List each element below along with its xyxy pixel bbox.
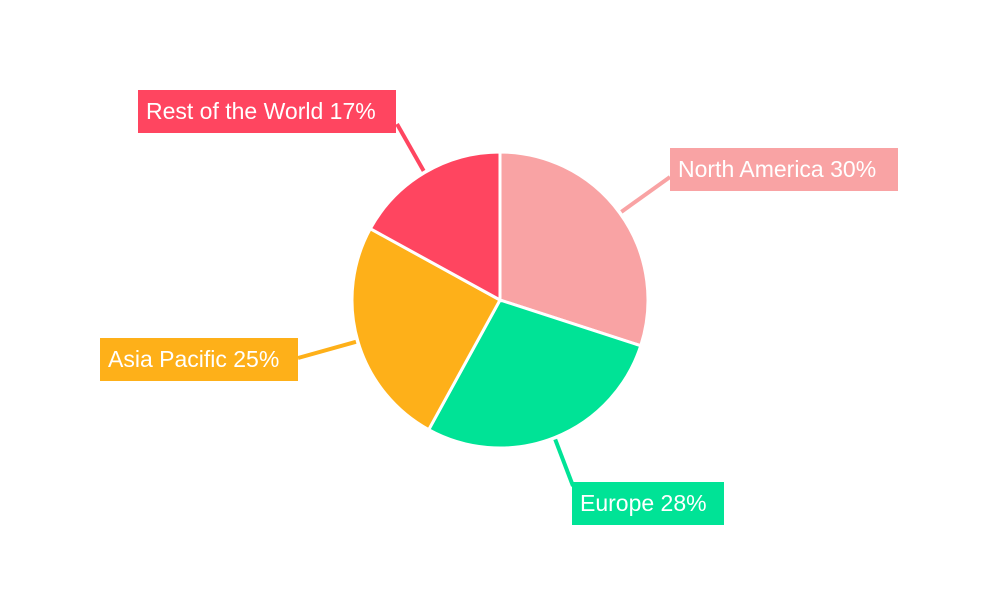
pie-slice-asia-pacific[interactable] xyxy=(350,226,503,432)
pie-slice-rest-of-the-world[interactable] xyxy=(368,150,502,303)
slice-label-europe: Europe 28% xyxy=(572,482,724,525)
leader-line-north-america xyxy=(620,175,672,214)
slice-label-north-america: North America 30% xyxy=(670,148,898,191)
leader-line-rest-of-the-world xyxy=(395,123,426,172)
pie-slice-north-america[interactable] xyxy=(498,150,650,348)
leader-line-europe xyxy=(553,438,575,487)
leader-line-asia-pacific xyxy=(297,339,357,360)
slice-label-asia-pacific: Asia Pacific 25% xyxy=(100,338,298,381)
slice-label-rest-of-world: Rest of the World 17% xyxy=(138,90,396,133)
pie-slice-europe[interactable] xyxy=(426,298,643,450)
